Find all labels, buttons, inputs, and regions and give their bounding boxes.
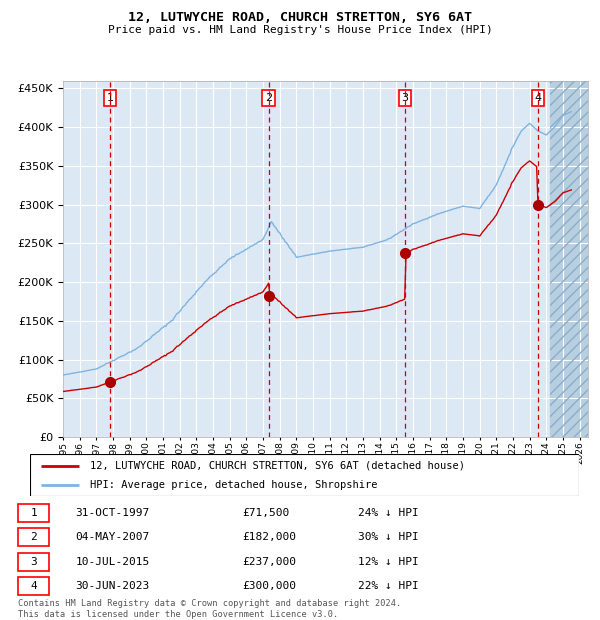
Text: 31-OCT-1997: 31-OCT-1997 xyxy=(76,508,149,518)
Bar xyxy=(550,81,588,437)
Bar xyxy=(550,81,588,437)
Text: £300,000: £300,000 xyxy=(242,581,296,591)
Text: 22% ↓ HPI: 22% ↓ HPI xyxy=(358,581,418,591)
Text: 3: 3 xyxy=(31,557,37,567)
FancyBboxPatch shape xyxy=(18,504,49,522)
Text: £71,500: £71,500 xyxy=(242,508,290,518)
Text: £237,000: £237,000 xyxy=(242,557,296,567)
Text: 2: 2 xyxy=(31,533,37,542)
Text: 3: 3 xyxy=(401,93,409,103)
Text: 30% ↓ HPI: 30% ↓ HPI xyxy=(358,533,418,542)
Text: 10-JUL-2015: 10-JUL-2015 xyxy=(76,557,149,567)
Text: 24% ↓ HPI: 24% ↓ HPI xyxy=(358,508,418,518)
Text: 4: 4 xyxy=(31,581,37,591)
Text: £182,000: £182,000 xyxy=(242,533,296,542)
Text: 12% ↓ HPI: 12% ↓ HPI xyxy=(358,557,418,567)
Text: 1: 1 xyxy=(31,508,37,518)
Text: Contains HM Land Registry data © Crown copyright and database right 2024.
This d: Contains HM Land Registry data © Crown c… xyxy=(18,600,401,619)
Text: Price paid vs. HM Land Registry's House Price Index (HPI): Price paid vs. HM Land Registry's House … xyxy=(107,25,493,35)
FancyBboxPatch shape xyxy=(18,552,49,570)
Text: 12, LUTWYCHE ROAD, CHURCH STRETTON, SY6 6AT: 12, LUTWYCHE ROAD, CHURCH STRETTON, SY6 … xyxy=(128,11,472,24)
FancyBboxPatch shape xyxy=(18,528,49,546)
Text: 04-MAY-2007: 04-MAY-2007 xyxy=(76,533,149,542)
Text: 4: 4 xyxy=(535,93,542,103)
Text: 12, LUTWYCHE ROAD, CHURCH STRETTON, SY6 6AT (detached house): 12, LUTWYCHE ROAD, CHURCH STRETTON, SY6 … xyxy=(91,461,466,471)
Text: 1: 1 xyxy=(107,93,113,103)
Text: HPI: Average price, detached house, Shropshire: HPI: Average price, detached house, Shro… xyxy=(91,480,378,490)
Text: 2: 2 xyxy=(265,93,272,103)
FancyBboxPatch shape xyxy=(30,454,579,496)
Text: 30-JUN-2023: 30-JUN-2023 xyxy=(76,581,149,591)
FancyBboxPatch shape xyxy=(18,577,49,595)
